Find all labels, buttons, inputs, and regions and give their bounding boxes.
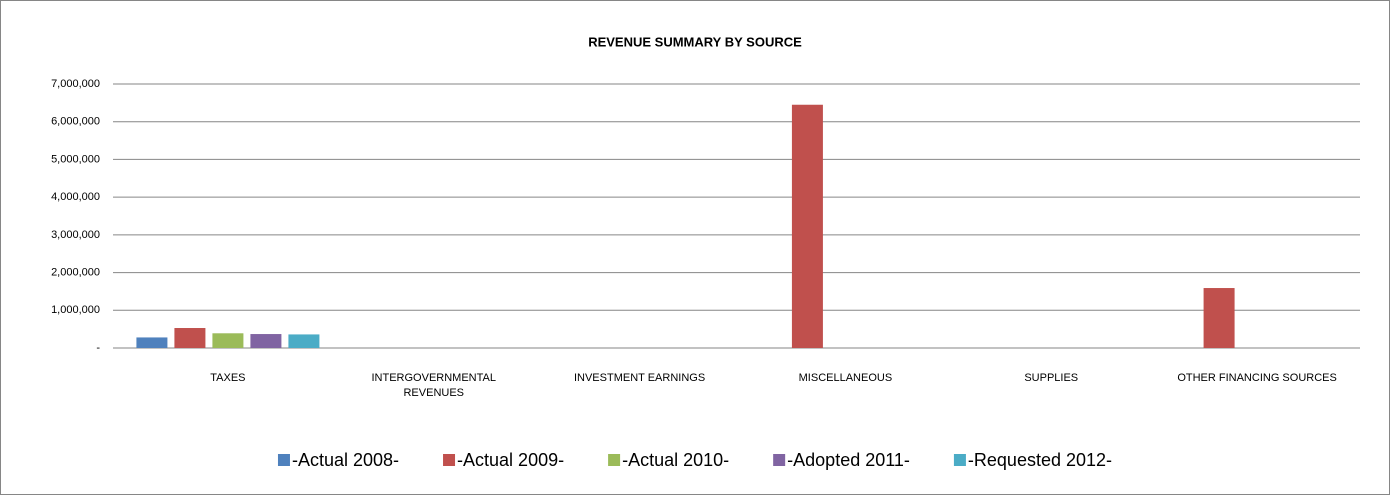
legend-label: -Requested 2012- [968,450,1112,470]
legend-swatch [608,454,621,466]
bar [1203,288,1235,348]
x-tick-label: OTHER FINANCING SOURCES [1177,372,1337,384]
x-tick-label: INTERGOVERNMENTAL REVENUES [371,372,496,399]
y-tick-label: 2,000,000 [51,266,100,278]
legend-label: -Actual 2010- [622,450,729,470]
x-tick-label-box: MISCELLANEOUS [798,372,893,384]
legend-label: -Adopted 2011- [787,450,910,470]
legend-label: -Actual 2009- [457,450,564,470]
x-tick-label-box: SUPPLIES [1024,372,1079,384]
y-tick-label: 3,000,000 [51,229,100,241]
y-tick-label: 4,000,000 [51,191,100,203]
legend-swatch [443,454,456,466]
x-tick-label: SUPPLIES [1024,372,1079,384]
legend: -Actual 2008- -Actual 2009- -Actual 2010- -… [277,450,1112,470]
y-tick-label: 1,000,000 [51,304,100,316]
bar [791,104,823,348]
legend-swatch [277,454,290,466]
y-tick-label: - [96,342,100,354]
bar [212,333,244,348]
bar [174,328,206,348]
legend-swatch [773,454,786,466]
x-tick-label-box: TAXES [210,372,246,384]
legend-swatch [953,454,966,466]
y-tick-label: 6,000,000 [51,116,100,128]
y-tick-label: 5,000,000 [51,153,100,165]
x-tick-label: MISCELLANEOUS [798,372,893,384]
bar [288,334,320,348]
x-tick-label-box: INTERGOVERNMENTAL REVENUES [371,372,496,399]
chart-title: REVENUE SUMMARY BY SOURCE [588,34,802,49]
x-tick-label: TAXES [210,372,246,384]
x-tick-label: INVESTMENT EARNINGS [573,372,706,384]
x-tick-label-box: OTHER FINANCING SOURCES [1177,372,1337,384]
x-tick-label-box: INVESTMENT EARNINGS [573,372,706,384]
bar [136,337,168,348]
legend-label: -Actual 2008- [292,450,399,470]
bar [250,334,282,348]
y-tick-label: 7,000,000 [51,78,100,90]
